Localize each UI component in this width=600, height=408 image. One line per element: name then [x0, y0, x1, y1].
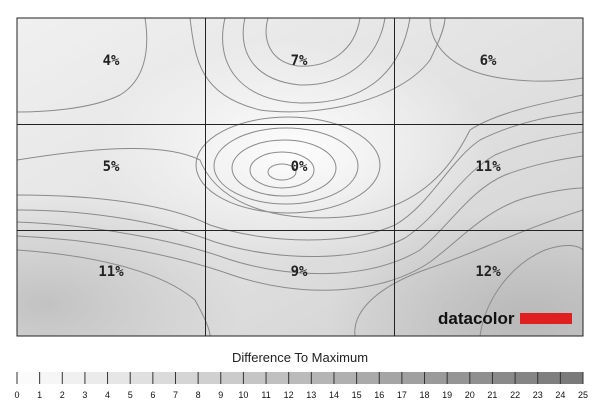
- scale-tick-label: 19: [442, 390, 452, 400]
- contour-line: [354, 209, 583, 336]
- brand-logo: datacolor: [438, 309, 572, 328]
- contour-line: [17, 187, 583, 291]
- contour-line: [17, 111, 583, 241]
- scale-tick-label: 9: [218, 390, 223, 400]
- cell-value: 11%: [98, 264, 124, 280]
- contour-line: [195, 116, 381, 214]
- scale-tick-label: 8: [196, 390, 201, 400]
- scale-swatch: [424, 372, 448, 384]
- scale-ticks: 0 1 2 3 4 5 6 7 8 9 10 11 12 13 14 15 16 17 18 19 20 21 22 23 24…: [14, 372, 588, 400]
- cell-value: 7%: [291, 53, 308, 69]
- scale-tick-label: 23: [533, 390, 543, 400]
- scale-tick-label: 24: [555, 390, 565, 400]
- scale-swatch: [311, 372, 334, 384]
- scale-swatch: [17, 372, 40, 384]
- contour-line: [242, 18, 386, 86]
- scale-swatch: [39, 372, 63, 384]
- scale-tick-label: 16: [374, 390, 384, 400]
- contour-line: [267, 163, 297, 181]
- scale-tick-label: 17: [397, 390, 407, 400]
- scale-swatch: [243, 372, 267, 384]
- color-scale: Difference To Maximum 0 1 2 3 4 5 6 7 8 9 10 11 12 13…: [14, 350, 588, 400]
- scale-tick-label: 2: [60, 390, 65, 400]
- contour-line: [213, 127, 359, 205]
- contour-line: [17, 249, 211, 336]
- scale-swatch: [130, 372, 153, 384]
- scale-swatch: [175, 372, 199, 384]
- scale-tick-label: 20: [465, 390, 475, 400]
- scale-swatch: [469, 372, 493, 384]
- scale-tick-label: 11: [261, 390, 270, 400]
- contour-line: [222, 18, 411, 104]
- scale-swatch: [356, 372, 380, 384]
- scale-swatch: [401, 372, 425, 384]
- scale-tick-label: 21: [487, 390, 497, 400]
- scale-tick-label: 7: [173, 390, 178, 400]
- scale-tick-label: 1: [37, 390, 42, 400]
- scale-swatch: [333, 372, 357, 384]
- heatmap-plot: 4% 7% 6% 5% 0% 11% 11% 9% 12% datacolor: [16, 17, 584, 337]
- scale-tick-label: 13: [306, 390, 316, 400]
- shade-center: [17, 18, 583, 336]
- contour-line: [249, 151, 315, 189]
- contour-line: [429, 18, 583, 82]
- scale-swatch: [537, 372, 561, 384]
- cell-value: 0%: [291, 159, 308, 175]
- scale-tick-label: 3: [82, 390, 87, 400]
- scale-swatch: [152, 372, 176, 384]
- cell-value: 9%: [291, 264, 308, 280]
- cell-value: 5%: [103, 159, 120, 175]
- scale-tick-label: 10: [238, 390, 248, 400]
- scale-title: Difference To Maximum: [232, 350, 368, 365]
- cell-value: 11%: [475, 159, 501, 175]
- grid-lines: [16, 17, 584, 337]
- scale-tick-label: 6: [150, 390, 155, 400]
- brand-logo-bar: [520, 313, 572, 324]
- scale-swatch: [492, 372, 516, 384]
- scale-tick-label: 0: [14, 390, 19, 400]
- scale-tick-label: 18: [420, 390, 430, 400]
- scale-swatch: [560, 372, 583, 384]
- scale-swatch: [62, 372, 85, 384]
- scale-tick-label: 14: [329, 390, 339, 400]
- scale-swatch: [379, 372, 402, 384]
- scale-swatch: [220, 372, 244, 384]
- scale-tick-label: 15: [352, 390, 362, 400]
- scale-tick-label: 25: [578, 390, 588, 400]
- contour-line: [231, 139, 337, 197]
- scale-tick-label: 5: [128, 390, 133, 400]
- scale-swatch: [84, 372, 108, 384]
- cell-labels: 4% 7% 6% 5% 0% 11% 11% 9% 12%: [98, 53, 501, 280]
- scale-swatch: [447, 372, 470, 384]
- contour-line: [17, 94, 583, 219]
- scale-swatch: [288, 372, 312, 384]
- contour-line: [17, 155, 583, 275]
- scale-swatch: [515, 372, 538, 384]
- scale-swatch: [107, 372, 131, 384]
- contour-line: [265, 18, 361, 67]
- brand-logo-text: datacolor: [438, 309, 515, 328]
- contour-line: [17, 18, 148, 113]
- cell-value: 4%: [103, 53, 120, 69]
- cell-value: 6%: [480, 53, 497, 69]
- cell-value: 12%: [475, 264, 501, 280]
- plot-border: [16, 17, 584, 337]
- scale-tick-label: 12: [284, 390, 294, 400]
- contour-lines: [17, 18, 583, 336]
- contour-line: [479, 245, 583, 336]
- scale-swatch: [266, 372, 289, 384]
- contour-line: [17, 131, 583, 258]
- scale-tick-label: 4: [105, 390, 110, 400]
- scale-tick-label: 22: [510, 390, 520, 400]
- scale-swatch: [198, 372, 221, 384]
